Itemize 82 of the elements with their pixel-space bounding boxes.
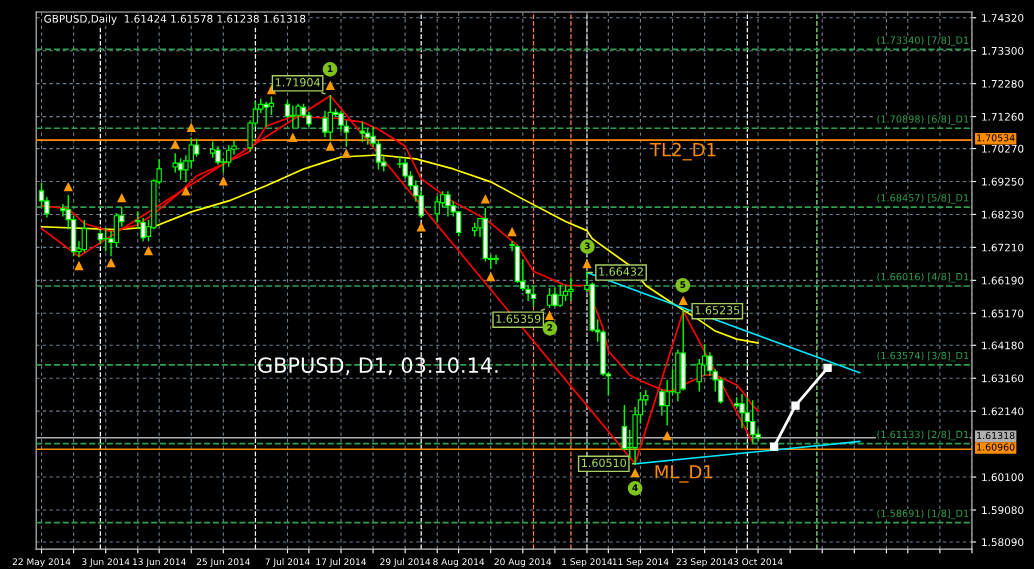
x-tick-label: 20 Aug 2014 — [494, 558, 552, 567]
point — [823, 363, 832, 373]
point — [170, 139, 180, 149]
candlestick — [225, 145, 232, 167]
ref-line-label: (1.66016) [4/8]_D1 — [877, 272, 969, 283]
y-tick-label: 1.66190 — [982, 276, 1024, 285]
x-tick-label: 3 Oct 2014 — [733, 558, 783, 566]
annotation: TL2_D1 — [650, 142, 716, 161]
candlestick — [509, 240, 515, 252]
point — [678, 295, 688, 306]
ref-line-label: (1.63574) [3/8]_D1 — [877, 351, 969, 362]
ref-line-label: 1.70534 — [977, 134, 1015, 142]
x-tick-label: 29 Jul 2014 — [380, 558, 431, 567]
x-tick-label: 8 Aug 2014 — [433, 558, 485, 567]
ref-line-label: 1.60960 — [977, 443, 1015, 451]
annotation: 3 — [584, 242, 590, 250]
y-tick-label: 1.73300 — [982, 46, 1024, 55]
candlestick — [530, 285, 537, 307]
candlestick — [621, 404, 628, 451]
y-tick-label: 1.58090 — [982, 538, 1024, 547]
point — [325, 141, 335, 151]
point — [486, 271, 496, 282]
chart-title: GBPUSD,Daily 1.61424 1.61578 1.61238 1.61318 — [44, 14, 306, 25]
y-tick-label: 1.68230 — [982, 210, 1024, 219]
x-tick-label: 22 May 2014 — [12, 558, 71, 567]
candlestick — [343, 120, 350, 147]
ref-line-label: (1.70898) [6/8]_D1 — [877, 115, 969, 125]
candlestick — [231, 140, 237, 155]
y-tick-label: 1.62140 — [982, 407, 1024, 416]
x-tick-label: 13 Jun 2014 — [133, 558, 186, 567]
point — [769, 442, 779, 451]
point — [791, 401, 800, 410]
point — [341, 148, 351, 158]
y-tick-label: 1.64180 — [982, 341, 1024, 350]
y-tick-label: 1.74320 — [982, 13, 1024, 22]
point — [186, 122, 196, 132]
annotation: 1.71904 — [275, 78, 320, 87]
point — [117, 193, 127, 203]
x-tick-label: 23 Sep 2014 — [676, 558, 733, 567]
annotation: 4 — [632, 484, 638, 491]
point — [544, 310, 555, 320]
point — [288, 132, 298, 142]
y-tick-label: 1.71260 — [982, 112, 1024, 121]
ref-line-label: (1.58691) [1/8]_D1 — [877, 509, 969, 520]
point — [582, 258, 592, 269]
annotation: 1 — [327, 65, 333, 72]
y-tick-label: 1.70270 — [982, 144, 1024, 153]
y-tick-label: 1.60100 — [982, 473, 1024, 482]
point — [630, 467, 640, 478]
x-tick-label: 7 Jul 2014 — [265, 558, 310, 567]
annotation: 1.65359 — [496, 314, 541, 323]
point — [480, 194, 491, 204]
ref-line-label: 1.61318 — [977, 431, 1015, 440]
x-tick-label: 25 Jun 2014 — [196, 558, 250, 567]
y-tick-label: 1.63160 — [982, 374, 1024, 383]
point — [106, 257, 116, 268]
annotation: ML_D1 — [655, 465, 713, 483]
annotation: 1.66432 — [599, 267, 643, 276]
point — [662, 431, 672, 441]
annotation: 5 — [680, 281, 686, 288]
annotation: 1.65235 — [695, 306, 740, 315]
point — [507, 226, 517, 237]
x-tick-label: 1 Sep 2014 — [562, 558, 613, 567]
x-tick-label: 3 Jun 2014 — [82, 558, 130, 567]
point — [218, 176, 228, 186]
point — [143, 245, 154, 256]
ref-line-label: (1.73340) [7/8]_D1 — [877, 36, 969, 46]
x-tick-label: 11 Sep 2014 — [612, 558, 669, 567]
y-tick-label: 1.65170 — [982, 309, 1024, 318]
x-tick-label: 17 Jul 2014 — [316, 558, 367, 567]
y-tick-label: 1.69250 — [982, 177, 1024, 186]
point — [181, 186, 191, 196]
annotation: 2 — [547, 324, 553, 331]
point — [74, 260, 84, 271]
y-tick-label: 1.72280 — [982, 79, 1024, 88]
ref-line-label: (1.68457) [5/8]_D1 — [877, 193, 969, 204]
y-tick-label: 1.59080 — [982, 506, 1024, 515]
y-tick-label: 1.67210 — [982, 243, 1024, 252]
point — [325, 80, 335, 90]
point — [416, 222, 426, 232]
ref-line-label: (1.61133) [2/8]_D1 — [877, 430, 969, 441]
annotation: 1.60510 — [582, 458, 627, 468]
